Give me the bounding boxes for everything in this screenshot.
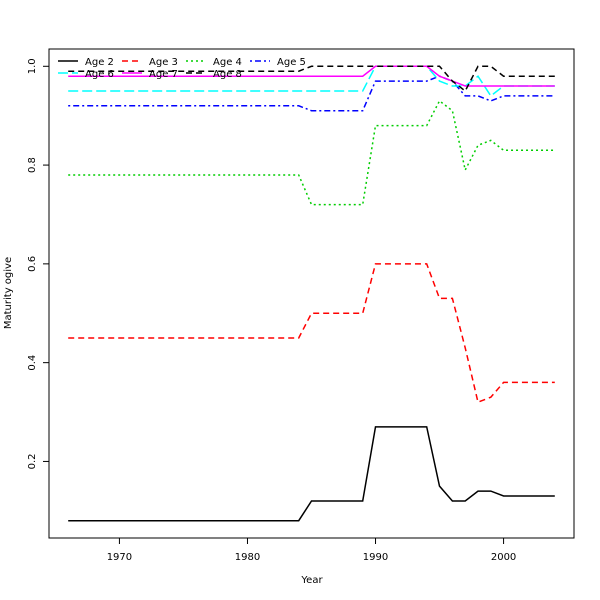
y-tick-label: 1.0	[27, 58, 38, 74]
x-axis-title: Year	[300, 575, 323, 586]
series-line-age-2	[68, 426, 555, 522]
y-axis-title: Maturity ogive	[3, 257, 14, 329]
legend-label: Age 8	[213, 69, 242, 80]
legend-item-age-7: Age 7	[122, 69, 178, 80]
x-tick-label: 1970	[107, 552, 132, 563]
y-tick-label: 0.8	[27, 157, 38, 173]
x-tick-label: 1980	[235, 552, 260, 563]
legend-item-age-3: Age 3	[122, 57, 178, 68]
legend-label: Age 6	[85, 69, 114, 80]
legend-item-age-2: Age 2	[58, 57, 114, 68]
legend-label: Age 4	[213, 57, 242, 68]
legend-label: Age 2	[85, 57, 114, 68]
series-line-age-8	[68, 65, 555, 93]
series-line-age-7	[68, 65, 555, 87]
legend-item-age-6: Age 6	[58, 69, 114, 80]
legend-item-age-8: Age 8	[186, 69, 242, 80]
series-line-age-3	[68, 263, 555, 404]
y-tick-label: 0.4	[27, 355, 38, 371]
y-tick-label: 0.2	[27, 453, 38, 469]
series-line-age-5	[68, 75, 555, 112]
y-tick-label: 0.6	[27, 256, 38, 272]
legend-label: Age 7	[149, 69, 178, 80]
y-axis: 0.2 0.4 0.6 0.8 1.0	[27, 58, 49, 469]
legend-item-age-4: Age 4	[186, 57, 242, 68]
x-axis: 1970 1980 1990 2000	[107, 538, 516, 563]
series-line-age-4	[68, 99, 555, 206]
series-layer	[68, 65, 555, 522]
series-line-age-6	[68, 65, 555, 97]
x-tick-label: 2000	[491, 552, 516, 563]
legend-label: Age 3	[149, 57, 178, 68]
plot-frame	[48, 48, 575, 539]
legend: Age 2 Age 3 Age 4 Age 5 Age 6 Age 7 Age 8	[58, 57, 306, 80]
legend-item-age-5: Age 5	[250, 57, 306, 68]
x-tick-label: 1990	[363, 552, 388, 563]
legend-label: Age 5	[277, 57, 306, 68]
